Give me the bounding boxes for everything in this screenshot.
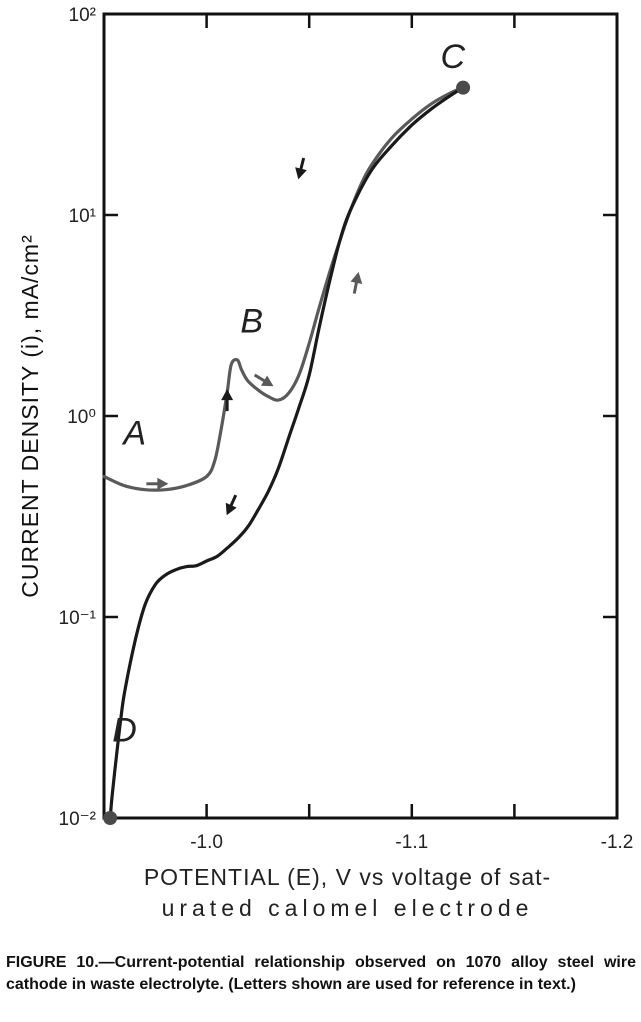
y-axis-label: CURRENT DENSITY (i), mA/cm² — [17, 234, 43, 598]
point-label-a: A — [121, 415, 146, 453]
point-label-c: C — [441, 38, 466, 76]
y-tick-labels: 10⁻² 10⁻¹ 10⁰ 10¹ 10² — [59, 5, 97, 830]
endpoint-marker — [103, 811, 118, 825]
direction-arrow — [350, 271, 363, 294]
series-line-2 — [108, 86, 465, 820]
x-tick-label: -1.0 — [190, 832, 223, 853]
point-label-b: B — [240, 303, 263, 341]
arrow-group — [146, 157, 363, 516]
direction-arrow — [253, 373, 274, 387]
x-axis-label-line1: POTENTIAL (E), V vs voltage of sat- — [143, 864, 552, 890]
direction-arrow — [225, 494, 238, 516]
arrow-head — [225, 502, 237, 516]
x-axis-label-line2: urated calomel electrode — [161, 895, 534, 921]
endpoint-marker — [456, 80, 471, 95]
y-tick-label: 10² — [69, 5, 96, 26]
axis-ticks — [102, 12, 619, 820]
direction-arrow — [295, 157, 307, 180]
marker-group — [103, 80, 471, 825]
series-group — [102, 86, 465, 820]
y-tick-label: 10⁻² — [59, 809, 97, 830]
arrow-head — [221, 389, 234, 401]
direction-arrow — [221, 389, 234, 412]
point-label-group: A B C D — [112, 38, 465, 750]
arrow-head — [260, 375, 274, 387]
x-tick-label: -1.1 — [395, 832, 428, 853]
x-tick-labels: -1.0 -1.1 -1.2 — [190, 832, 633, 853]
plot-frame — [102, 12, 619, 820]
arrow-head — [157, 477, 169, 490]
series-line-1 — [102, 86, 465, 492]
y-tick-label: 10¹ — [69, 206, 96, 227]
arrow-head — [350, 271, 363, 284]
y-tick-label: 10⁰ — [67, 407, 96, 428]
y-tick-label: 10⁻¹ — [59, 608, 97, 629]
point-label-d: D — [112, 712, 137, 750]
x-tick-label: -1.2 — [601, 832, 634, 853]
direction-arrow — [146, 477, 169, 490]
arrow-head — [295, 167, 307, 180]
x-axis-label: POTENTIAL (E), V vs voltage of sat- urat… — [60, 862, 635, 924]
chart: A B C D -1.0 -1.1 -1.2 10⁻² 10⁻¹ 10⁰ 10¹ 10² CURR… — [17, 5, 633, 853]
figure-caption: FIGURE 10.—Current-potential relationshi… — [6, 954, 636, 993]
